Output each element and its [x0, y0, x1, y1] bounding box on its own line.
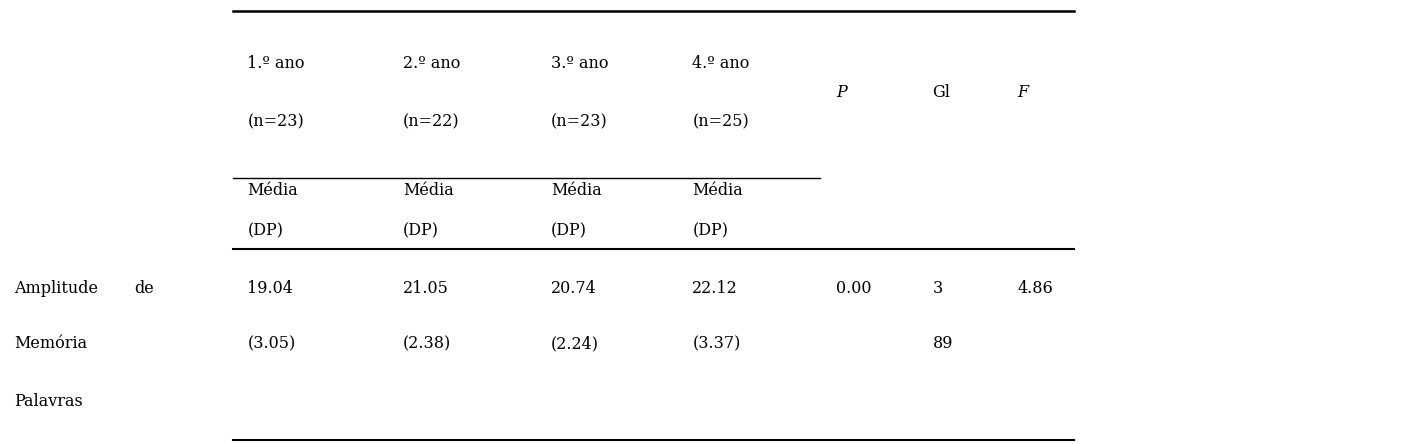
Text: P: P	[836, 84, 848, 101]
Text: 3.º ano: 3.º ano	[551, 56, 609, 72]
Text: Amplitude: Amplitude	[14, 280, 97, 297]
Text: Memória: Memória	[14, 335, 88, 352]
Text: 22.12: 22.12	[692, 280, 738, 297]
Text: (3.37): (3.37)	[692, 335, 740, 352]
Text: F: F	[1017, 84, 1029, 101]
Text: 20.74: 20.74	[551, 280, 596, 297]
Text: (n=22): (n=22)	[403, 113, 459, 130]
Text: Média: Média	[551, 182, 602, 199]
Text: Gl: Gl	[933, 84, 951, 101]
Text: 21.05: 21.05	[403, 280, 448, 297]
Text: (2.24): (2.24)	[551, 335, 599, 352]
Text: Palavras: Palavras	[14, 393, 83, 410]
Text: de: de	[134, 280, 154, 297]
Text: 2.º ano: 2.º ano	[403, 56, 461, 72]
Text: 3: 3	[933, 280, 942, 297]
Text: Média: Média	[403, 182, 454, 199]
Text: (3.05): (3.05)	[247, 335, 295, 352]
Text: (DP): (DP)	[247, 222, 283, 239]
Text: (DP): (DP)	[551, 222, 586, 239]
Text: (n=25): (n=25)	[692, 113, 749, 130]
Text: (n=23): (n=23)	[551, 113, 608, 130]
Text: 4.º ano: 4.º ano	[692, 56, 750, 72]
Text: (n=23): (n=23)	[247, 113, 304, 130]
Text: 89: 89	[933, 335, 954, 352]
Text: (DP): (DP)	[692, 222, 728, 239]
Text: Média: Média	[247, 182, 298, 199]
Text: 4.86: 4.86	[1017, 280, 1053, 297]
Text: 19.04: 19.04	[247, 280, 292, 297]
Text: 1.º ano: 1.º ano	[247, 56, 305, 72]
Text: (2.38): (2.38)	[403, 335, 451, 352]
Text: (DP): (DP)	[403, 222, 438, 239]
Text: Média: Média	[692, 182, 743, 199]
Text: 0.00: 0.00	[836, 280, 872, 297]
